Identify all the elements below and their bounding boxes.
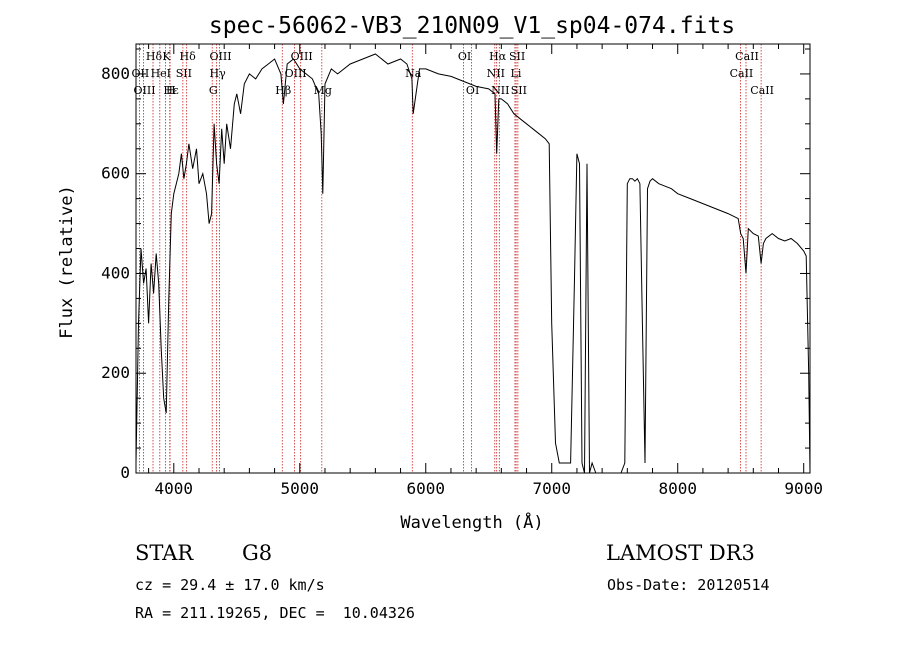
y-tick-label: 200 <box>101 363 130 382</box>
spectral-line-label: H <box>166 84 176 97</box>
redshift-velocity: cz = 29.4 ± 17.0 km/s <box>135 576 325 594</box>
spectral-line-label: OIII <box>209 50 231 63</box>
flux-series-line <box>135 53 811 474</box>
spectral-line-label: OIII <box>291 50 313 63</box>
x-tick-label: 6000 <box>406 479 445 498</box>
spectral-line-label: CaII <box>730 67 754 80</box>
spectral-line-label: CaII <box>750 84 774 97</box>
spectral-line-label: NII <box>487 67 505 80</box>
y-tick-label: 600 <box>101 164 130 183</box>
object-subclass: G8 <box>242 541 273 565</box>
spectral-line-label: Hβ <box>275 84 291 97</box>
spectral-line-label: Hγ <box>210 67 227 80</box>
y-tick-label: 800 <box>101 64 130 83</box>
spectral-line-label: Mg <box>314 84 332 97</box>
spectral-line-label: SII <box>176 67 192 80</box>
spectral-line-label: CaII <box>735 50 759 63</box>
spectral-line-label: Hδ <box>146 50 163 63</box>
spectral-line-label: Hε <box>163 84 179 97</box>
spectral-line-markers <box>139 44 762 473</box>
plot-frame <box>135 43 811 474</box>
y-tick-label: 400 <box>101 263 130 282</box>
spectral-line-label: K <box>162 50 171 63</box>
spectral-line-label: SII <box>509 50 525 63</box>
spectral-line-label: OI <box>458 50 471 63</box>
spectral-line-label: Li <box>511 67 522 80</box>
x-tick-label: 5000 <box>281 479 320 498</box>
spectral-line-label: G <box>209 84 218 97</box>
chart-title: spec-56062-VB3_210N09_V1_sp04-074.fits <box>209 13 735 39</box>
spectral-line-label: SII <box>511 84 527 97</box>
x-tick-label: 4000 <box>155 479 194 498</box>
observation-date: Obs-Date: 20120514 <box>607 576 770 594</box>
object-class: STAR <box>135 541 194 565</box>
spectral-line-label: HeI <box>151 67 171 80</box>
spectral-line-label: OIII <box>285 67 307 80</box>
spectral-line-label: Hα <box>489 50 507 63</box>
spectral-line-label: Hδ <box>180 50 197 63</box>
spectral-line-label: OI <box>466 84 479 97</box>
sky-coordinates: RA = 211.19265, DEC = 10.04326 <box>135 604 415 622</box>
y-axis-ticks: 0 200 400 600 800 <box>101 48 810 482</box>
y-axis-label: Flux (relative) <box>57 185 77 339</box>
spectral-line-label: OIII <box>134 84 156 97</box>
x-axis-ticks: 4000 5000 6000 7000 8000 9000 <box>148 44 823 498</box>
x-tick-label: 8000 <box>658 479 697 498</box>
spectral-line-label: NII <box>491 84 509 97</box>
survey-name: LAMOST DR3 <box>606 541 755 565</box>
y-tick-label: 0 <box>120 463 130 482</box>
x-axis-label: Wavelength (Å) <box>400 511 543 533</box>
x-tick-label: 7000 <box>532 479 571 498</box>
x-tick-label: 9000 <box>784 479 823 498</box>
